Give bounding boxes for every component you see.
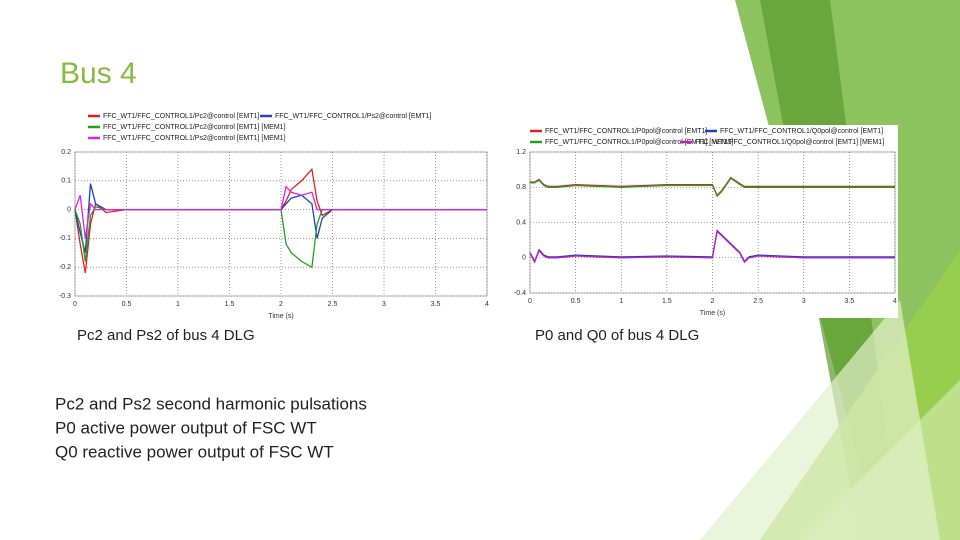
x-tick-label: 4 [485,301,489,308]
legend-label: FFC_WT1/FFC_CONTROL1/Ps2@control [EMT1] [275,113,432,120]
slide-title: Bus 4 [60,57,137,90]
x-tick-label: 0 [528,298,532,305]
y-tick-label: -0.3 [59,293,71,300]
legend-label: FFC_WT1/FFC_CONTROL1/Ps2@control [EMT1] … [103,135,286,142]
series-line [530,177,895,198]
x-axis-label: Time (s) [268,313,293,320]
x-tick-label: 1 [619,298,623,305]
y-tick-label: 0 [522,255,526,262]
x-tick-label: 2.5 [328,301,338,308]
series-line [74,185,487,239]
legend-label: FFC_WT1/FFC_CONTROL1/Q0pol@control [EMT1… [695,139,884,146]
x-tick-label: 1 [176,301,180,308]
x-tick-label: 2 [279,301,283,308]
legend-label: FFC_WT1/FFC_CONTROL1/P0pol@control [EMT1… [545,128,707,135]
decor [700,300,940,540]
x-tick-label: 3 [802,298,806,305]
x-tick-label: 0.5 [122,301,132,308]
y-tick-label: -0.4 [514,290,526,297]
x-tick-label: 2.5 [753,298,763,305]
x-tick-label: 2 [711,298,715,305]
x-tick-label: 3 [382,301,386,308]
caption: Pc2 and Ps2 of bus 4 DLG [77,327,255,344]
legend-label: FFC_WT1/FFC_CONTROL1/Q0pol@control [EMT1… [720,128,883,135]
y-tick-label: 0.8 [516,184,526,191]
note: Pc2 and Ps2 second harmonic pulsations [55,394,367,413]
y-tick-label: 0.1 [61,178,71,185]
series-line [529,229,895,264]
x-tick-label: 3.5 [845,298,855,305]
x-axis-label: Time (s) [700,310,725,317]
series-line [74,183,487,253]
x-tick-label: 4 [893,298,897,305]
y-tick-label: 0.2 [61,149,71,156]
legend-label: FFC_WT1/FFC_CONTROL1/Pc2@control [EMT1] … [103,124,286,131]
x-tick-label: 0.5 [571,298,581,305]
y-tick-label: 0.4 [516,219,526,226]
legend-label: FFC_WT1/FFC_CONTROL1/Pc2@control [EMT1] [103,113,260,120]
x-tick-label: 3.5 [431,301,441,308]
x-tick-label: 1.5 [662,298,672,305]
note: Q0 reactive power output of FSC WT [55,442,334,461]
caption: P0 and Q0 of bus 4 DLG [535,327,699,344]
y-tick-label: -0.1 [59,235,71,242]
x-tick-label: 1.5 [225,301,235,308]
chart-frame [522,125,898,318]
y-tick-label: -0.2 [59,264,71,271]
y-tick-label: 1.2 [516,149,526,156]
chart-frame [60,105,490,320]
legend-label: FFC_WT1/FFC_CONTROL1/P0pol@control [EMT1… [545,139,733,146]
x-tick-label: 0 [73,301,77,308]
note: P0 active power output of FSC WT [55,418,317,437]
y-tick-label: 0 [67,206,71,213]
